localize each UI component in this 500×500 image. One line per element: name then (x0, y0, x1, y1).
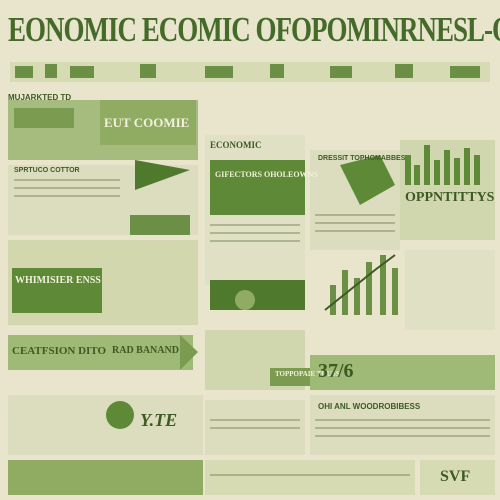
banner-label: 37/6 (318, 360, 354, 382)
panel-label: WHIMISIER ENSS (15, 275, 101, 286)
panel-label: SPRTUCO COTTOR (14, 167, 80, 174)
panel-block (130, 215, 190, 235)
shape (340, 155, 395, 205)
icon-strip (10, 62, 490, 82)
bar-decoration (330, 255, 398, 315)
panel-label: DRESSIT TOPHOMABBES (318, 155, 406, 162)
panel-label: ECONOMIC (210, 140, 262, 150)
panel-block (210, 280, 305, 310)
tag: MUJARKTED TD (8, 93, 72, 102)
icon (235, 290, 255, 310)
panel-label: GIFECTORS OHOLEOWNS (215, 170, 318, 179)
icon (106, 401, 134, 429)
panel-label: Y.TE (140, 410, 178, 430)
panel-label: OHI ANL WOODROBIBESS (318, 402, 421, 411)
panel (310, 395, 495, 455)
arrow (135, 160, 190, 190)
title: EONOMIC ECOMIC OFOPOMINRNESL-OPPNTITS (8, 10, 500, 49)
panel-label: EUT COOMIE (104, 115, 190, 130)
banner (310, 355, 495, 390)
panel-block (210, 160, 305, 215)
panel-block (100, 100, 196, 145)
banner (8, 460, 203, 495)
panel (420, 460, 495, 495)
panel-label: OPPNTITTYS (405, 190, 495, 205)
banner-label: RAD BANAND (112, 345, 179, 356)
panel-label: SVF (440, 468, 471, 485)
panel-label: TOPPOPAIE TOUSS (275, 370, 340, 378)
panel (8, 395, 203, 455)
trend-line (324, 254, 396, 311)
bar-decoration (405, 145, 480, 185)
banner-label: CEATFSION DITO (12, 345, 107, 357)
text-lines (14, 179, 490, 476)
banner (8, 335, 193, 370)
arrow (180, 335, 198, 370)
panel (205, 460, 415, 495)
panel-block (12, 268, 102, 313)
panel (405, 250, 495, 330)
panel-block (14, 108, 74, 128)
